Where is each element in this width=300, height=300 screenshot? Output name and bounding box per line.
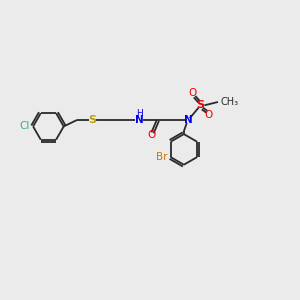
Text: Br: Br (156, 152, 168, 162)
Text: O: O (188, 88, 196, 98)
Text: O: O (205, 110, 213, 120)
Text: S: S (88, 115, 96, 125)
Text: S: S (196, 100, 205, 110)
Text: CH₃: CH₃ (221, 97, 239, 107)
Text: H: H (136, 109, 143, 118)
Text: N: N (184, 115, 193, 125)
Text: Cl: Cl (19, 122, 30, 131)
Text: N: N (135, 115, 143, 125)
Text: O: O (147, 130, 156, 140)
